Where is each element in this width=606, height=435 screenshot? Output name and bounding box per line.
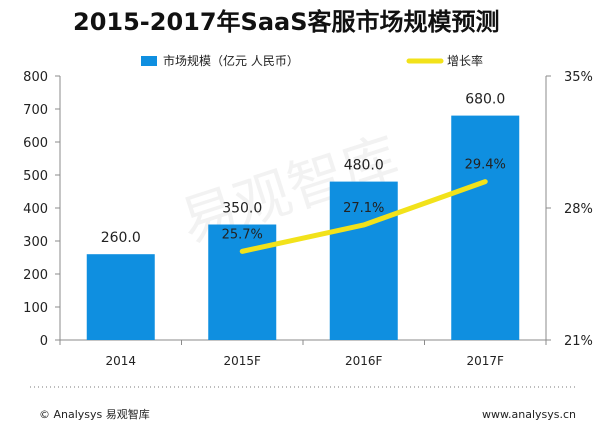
legend-bar-label: 市场规模（亿元 人民币） bbox=[163, 53, 299, 68]
growth-rate-label-2016F: 27.1% bbox=[343, 201, 384, 216]
left-axis-tick-label-7: 700 bbox=[23, 103, 48, 118]
line-value-labels: 25.7% 27.1% 29.4% bbox=[222, 158, 506, 243]
footer-left-text: © Analysys 易观智库 bbox=[39, 407, 150, 421]
right-axis-ticks: 21% 28% 35% bbox=[546, 70, 593, 349]
legend-line-label: 增长率 bbox=[447, 53, 483, 68]
bar-series bbox=[86, 115, 520, 340]
bar-value-label-2017F: 680.0 bbox=[465, 92, 505, 108]
bar-2015F bbox=[208, 224, 277, 340]
left-axis-tick-label-1: 100 bbox=[23, 301, 48, 316]
bar-value-label-2014: 260.0 bbox=[101, 230, 141, 246]
left-axis-tick-label-6: 600 bbox=[23, 136, 48, 151]
right-axis-tick-label-2: 35% bbox=[564, 70, 593, 85]
bar-2016F bbox=[329, 181, 398, 340]
chart-title: 2015-2017年SaaS客服市场规模预测 bbox=[73, 8, 500, 36]
bar-2014 bbox=[86, 254, 155, 340]
legend: 市场规模（亿元 人民币） 增长率 bbox=[141, 53, 483, 68]
left-axis-tick-label-3: 300 bbox=[23, 235, 48, 250]
x-axis-tick-label-0: 2014 bbox=[105, 354, 136, 368]
left-axis-tick-label-5: 500 bbox=[23, 169, 48, 184]
bar-value-label-2016F: 480.0 bbox=[344, 158, 384, 174]
legend-bar-swatch bbox=[141, 56, 157, 66]
growth-rate-label-2015F: 25.7% bbox=[222, 227, 263, 242]
left-axis-ticks: 0 100 200 300 400 500 600 700 800 bbox=[23, 70, 60, 349]
left-axis-tick-label-0: 0 bbox=[40, 334, 48, 349]
footer-right-text: www.analysys.cn bbox=[482, 408, 576, 421]
x-axis-tick-label-2: 2016F bbox=[345, 354, 383, 368]
right-axis-tick-label-0: 21% bbox=[564, 334, 593, 349]
x-axis-ticks: 2014 2015F 2016F 2017F bbox=[59, 340, 547, 368]
x-axis-tick-label-3: 2017F bbox=[467, 354, 505, 368]
bar-value-labels: 260.0 350.0 480.0 680.0 bbox=[101, 92, 506, 247]
bar-value-label-2015F: 350.0 bbox=[222, 201, 262, 217]
right-axis-tick-label-1: 28% bbox=[564, 202, 593, 217]
bar-2017F bbox=[451, 115, 520, 340]
left-axis-tick-label-8: 800 bbox=[23, 70, 48, 85]
line-series bbox=[239, 179, 488, 254]
x-axis-tick-label-1: 2015F bbox=[224, 354, 262, 368]
growth-rate-label-2017F: 29.4% bbox=[465, 158, 506, 173]
left-axis-tick-label-2: 200 bbox=[23, 268, 48, 283]
left-axis-tick-label-4: 400 bbox=[23, 202, 48, 217]
